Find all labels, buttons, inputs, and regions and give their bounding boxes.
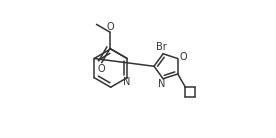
Text: O: O [179,52,187,62]
Text: O: O [106,22,114,32]
Text: Br: Br [156,42,167,52]
Text: O: O [98,63,105,74]
Text: N: N [158,79,166,89]
Text: N: N [123,77,130,87]
